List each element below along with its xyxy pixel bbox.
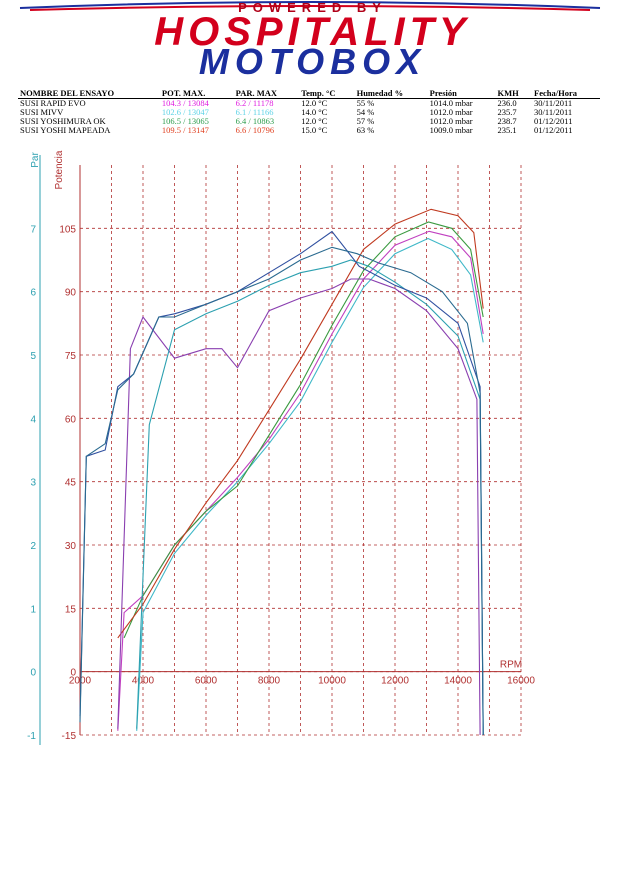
table-row: SUSI MIVV 102.6 / 13047 6.1 / 11166 14.0 °C… [18,108,600,117]
col-header: KMH [495,88,533,99]
cell-par: 6.2 / 11178 [235,98,274,108]
x-tick-label: 16000 [507,676,535,687]
torque-tick-label: 0 [30,668,36,679]
power-tick-label: 90 [65,288,77,299]
col-header: Humedad % [354,88,428,99]
power-tick-label: 0 [70,668,76,679]
series-line-torque [136,259,484,736]
col-header: POT. MAX. [159,88,234,99]
torque-tick-label: 5 [30,351,36,362]
torque-tick-label: -1 [27,731,36,742]
cell-par: 6.6 / 10796 [235,125,275,135]
table-row: SUSI RAPID EVO 104.3 / 13084 6.2 / 11178 12… [18,99,600,109]
brand-logo: POWERED BY HOSPITALITY MOTOBOX [0,0,625,82]
cell-pot: 106.5 / 13065 [161,116,209,126]
cell-name: SUSI RAPID EVO [20,98,86,108]
power-tick-label: 30 [65,541,77,552]
cell-par: 6.4 / 10863 [235,116,275,126]
power-tick-label: 45 [65,478,77,489]
power-tick-label: 105 [59,224,76,235]
cell-hum: 57 % [356,116,375,126]
col-header: Presión [427,88,496,99]
cell-name: SUSI YOSHI MAPEADA [20,125,111,135]
brand-motobox: MOTOBOX [198,41,427,82]
x-tick-label: 10000 [318,676,346,687]
runs-table: NOMBRE DEL ENSAYO POT. MAX. PAR. MAX Tem… [18,88,600,135]
col-header: Temp. °C [299,88,355,99]
cell-fecha: 30/11/2011 [534,98,573,108]
logo-swoosh [19,1,601,11]
series-line-power [136,237,484,731]
power-tick-label: 75 [65,351,77,362]
cell-hum: 63 % [356,125,375,135]
cell-temp: 15.0 °C [301,125,328,135]
torque-axis-title: Par [30,152,41,168]
dyno-chart: 2000 4000 6000 8000 10000 12000 14000 16000RPM-… [27,150,535,745]
power-tick-label: 60 [65,414,77,425]
cell-name: SUSI YOSHIMURA OK [20,116,106,126]
cell-fecha: 30/11/2011 [534,107,573,117]
x-tick-label: 14000 [444,676,472,687]
cell-par: 6.1 / 11166 [235,107,274,117]
cell-hum: 55 % [356,98,375,108]
x-tick-label: 12000 [381,676,409,687]
cell-pres: 1014.0 mbar [429,98,473,108]
series-line-power [117,208,484,639]
x-axis-title: RPM [500,660,522,671]
cell-temp: 12.0 °C [301,116,328,126]
brand-hospitality: HOSPITALITY [154,10,471,54]
cell-pres: 1012.0 mbar [429,107,473,117]
series-line-torque [117,278,481,736]
table-row: SUSI YOSHI MAPEADA 109.5 / 13147 6.6 / 107… [18,126,600,135]
x-tick-label: 6000 [195,676,218,687]
cell-pot: 102.6 / 13047 [161,107,209,117]
torque-tick-label: 2 [30,541,36,552]
table-row: SUSI YOSHIMURA OK 106.5 / 13065 6.4 / 1086… [18,117,600,126]
cell-fecha: 01/12/2011 [534,125,573,135]
torque-tick-label: 1 [30,604,36,615]
powered-by-text: POWERED BY [238,0,387,15]
cell-temp: 14.0 °C [301,107,328,117]
cell-temp: 12.0 °C [301,98,328,108]
torque-tick-label: 4 [30,414,36,425]
x-tick-label: 4000 [132,676,155,687]
col-header: NOMBRE DEL ENSAYO [18,88,160,99]
power-axis-title: Potencia [54,150,65,189]
power-tick-label: -15 [62,731,77,742]
cell-kmh: 235.1 [497,125,517,135]
series-line-power [123,221,484,639]
cell-pres: 1012.0 mbar [429,116,473,126]
cell-name: SUSI MIVV [20,107,64,117]
cell-kmh: 235.7 [497,107,517,117]
table-header-row: NOMBRE DEL ENSAYO POT. MAX. PAR. MAX Tem… [18,88,600,99]
series-line-torque [79,246,484,736]
cell-pot: 109.5 / 13147 [161,125,209,135]
x-tick-label: 8000 [258,676,281,687]
cell-kmh: 238.7 [497,116,517,126]
power-tick-label: 15 [65,604,77,615]
x-tick-label: 2000 [69,676,92,687]
col-header: Fecha/Hora [532,88,600,99]
cell-hum: 54 % [356,107,375,117]
cell-pot: 104.3 / 13084 [161,98,209,108]
torque-tick-label: 3 [30,478,36,489]
torque-tick-label: 7 [30,224,36,235]
cell-pres: 1009.0 mbar [429,125,473,135]
col-header: PAR. MAX [233,88,300,99]
torque-tick-label: 6 [30,288,36,299]
cell-fecha: 01/12/2011 [534,116,573,126]
cell-kmh: 236.0 [497,98,517,108]
